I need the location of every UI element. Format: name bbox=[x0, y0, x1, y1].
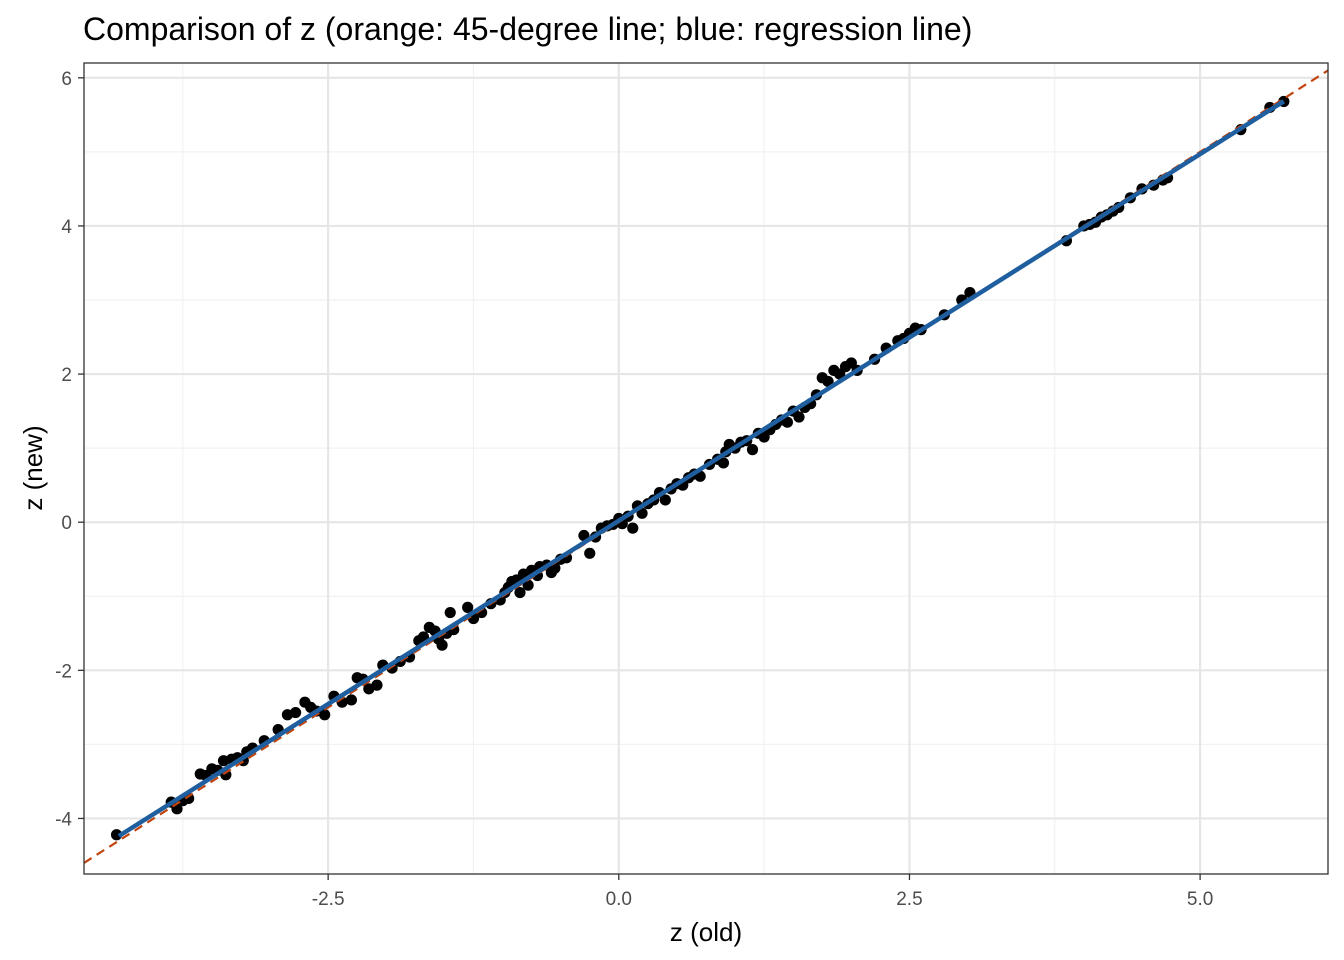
data-point bbox=[522, 579, 534, 591]
data-point bbox=[717, 457, 730, 469]
data-point bbox=[659, 494, 671, 506]
data-point bbox=[444, 606, 456, 619]
y-tick-label: 0 bbox=[61, 513, 72, 534]
chart-title: Comparison of z (orange: 45-degree line;… bbox=[83, 11, 972, 47]
data-point bbox=[514, 586, 526, 599]
data-point bbox=[319, 709, 331, 721]
x-axis-ticks: -2.5 0.0 2.5 5.0 bbox=[312, 874, 1213, 910]
data-point bbox=[746, 444, 759, 456]
data-point bbox=[289, 706, 302, 719]
data-point bbox=[436, 639, 448, 651]
x-tick-label: 5.0 bbox=[1187, 889, 1213, 910]
y-tick-label: -2 bbox=[55, 661, 72, 682]
data-point bbox=[627, 522, 639, 534]
y-tick-label: 2 bbox=[61, 365, 72, 386]
data-point bbox=[781, 416, 793, 428]
y-tick-label: 4 bbox=[61, 217, 72, 238]
data-point bbox=[793, 411, 805, 423]
data-point bbox=[636, 507, 648, 519]
data-point bbox=[345, 694, 358, 706]
data-point bbox=[462, 601, 474, 613]
data-point bbox=[371, 679, 383, 691]
data-point bbox=[110, 829, 123, 841]
y-tick-label: -4 bbox=[55, 809, 72, 830]
x-tick-label: -2.5 bbox=[312, 889, 345, 910]
y-axis-ticks: -4 -2 0 2 4 6 bbox=[55, 69, 84, 830]
grid-minor bbox=[84, 63, 1328, 874]
y-tick-label: 6 bbox=[61, 69, 72, 90]
regression-line bbox=[117, 99, 1286, 838]
data-point bbox=[822, 375, 834, 388]
data-point bbox=[584, 547, 596, 559]
grid-major bbox=[84, 63, 1328, 874]
lines-layer bbox=[83, 69, 1329, 864]
panel-border bbox=[83, 62, 1329, 875]
x-axis-title: z (old) bbox=[670, 917, 742, 947]
x-tick-label: 2.5 bbox=[896, 889, 922, 910]
y-axis-title: z (new) bbox=[18, 425, 48, 510]
x-tick-label: 0.0 bbox=[606, 889, 632, 910]
